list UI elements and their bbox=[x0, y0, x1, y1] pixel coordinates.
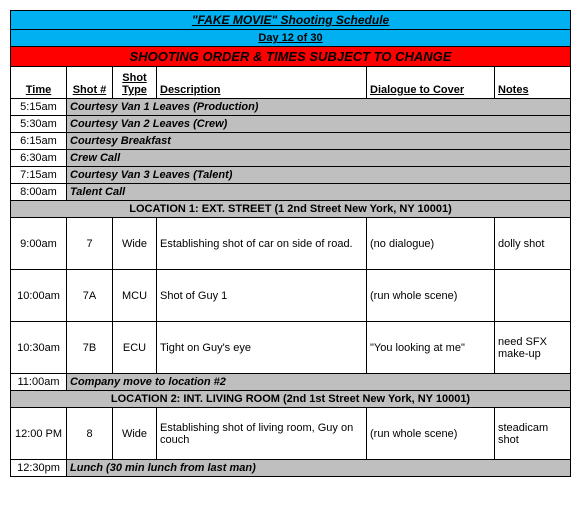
header-shot: Shot # bbox=[67, 67, 113, 99]
shot-dial: (run whole scene) bbox=[367, 408, 495, 460]
header-time: Time bbox=[11, 67, 67, 99]
shot-time: 12:00 PM bbox=[11, 408, 67, 460]
company-move-row: 11:00am Company move to location #2 bbox=[11, 374, 571, 391]
event-time: 8:00am bbox=[11, 184, 67, 201]
shot-notes: dolly shot bbox=[495, 218, 571, 270]
shot-desc: Establishing shot of living room, Guy on… bbox=[157, 408, 367, 460]
event-text: Courtesy Breakfast bbox=[67, 133, 571, 150]
event-row: 8:00am Talent Call bbox=[11, 184, 571, 201]
event-text: Talent Call bbox=[67, 184, 571, 201]
shot-row: 10:30am 7B ECU Tight on Guy's eye "You l… bbox=[11, 322, 571, 374]
header-dial: Dialogue to Cover bbox=[367, 67, 495, 99]
header-desc: Description bbox=[157, 67, 367, 99]
shot-type: Wide bbox=[113, 408, 157, 460]
shot-type: Wide bbox=[113, 218, 157, 270]
shot-time: 10:30am bbox=[11, 322, 67, 374]
event-row: 5:15am Courtesy Van 1 Leaves (Production… bbox=[11, 99, 571, 116]
shot-row: 10:00am 7A MCU Shot of Guy 1 (run whole … bbox=[11, 270, 571, 322]
event-time: 6:30am bbox=[11, 150, 67, 167]
location-2-header: LOCATION 2: INT. LIVING ROOM (2nd 1st St… bbox=[11, 391, 571, 408]
shot-desc: Tight on Guy's eye bbox=[157, 322, 367, 374]
shot-notes: need SFX make-up bbox=[495, 322, 571, 374]
event-row: 6:15am Courtesy Breakfast bbox=[11, 133, 571, 150]
shot-type: MCU bbox=[113, 270, 157, 322]
event-text: Courtesy Van 3 Leaves (Talent) bbox=[67, 167, 571, 184]
event-row: 6:30am Crew Call bbox=[11, 150, 571, 167]
lunch-time: 12:30pm bbox=[11, 460, 67, 477]
shot-time: 9:00am bbox=[11, 218, 67, 270]
event-time: 6:15am bbox=[11, 133, 67, 150]
shot-number: 7A bbox=[67, 270, 113, 322]
event-text: Courtesy Van 2 Leaves (Crew) bbox=[67, 116, 571, 133]
column-headers: Time Shot # Shot Type Description Dialog… bbox=[11, 67, 571, 99]
shot-row: 9:00am 7 Wide Establishing shot of car o… bbox=[11, 218, 571, 270]
shot-dial: "You looking at me" bbox=[367, 322, 495, 374]
event-row: 7:15am Courtesy Van 3 Leaves (Talent) bbox=[11, 167, 571, 184]
shot-notes bbox=[495, 270, 571, 322]
warning-label: SHOOTING ORDER & TIMES SUBJECT TO CHANGE bbox=[11, 47, 571, 67]
event-time: 7:15am bbox=[11, 167, 67, 184]
shot-desc: Establishing shot of car on side of road… bbox=[157, 218, 367, 270]
day-label: Day 12 of 30 bbox=[11, 30, 571, 47]
shot-dial: (no dialogue) bbox=[367, 218, 495, 270]
shooting-schedule-table: "FAKE MOVIE" Shooting Schedule Day 12 of… bbox=[10, 10, 571, 477]
shot-dial: (run whole scene) bbox=[367, 270, 495, 322]
shot-time: 10:00am bbox=[11, 270, 67, 322]
event-time: 5:15am bbox=[11, 99, 67, 116]
header-type: Shot Type bbox=[113, 67, 157, 99]
shot-notes: steadicam shot bbox=[495, 408, 571, 460]
move-text: Company move to location #2 bbox=[67, 374, 571, 391]
header-notes: Notes bbox=[495, 67, 571, 99]
lunch-row: 12:30pm Lunch (30 min lunch from last ma… bbox=[11, 460, 571, 477]
shot-number: 8 bbox=[67, 408, 113, 460]
event-row: 5:30am Courtesy Van 2 Leaves (Crew) bbox=[11, 116, 571, 133]
shot-desc: Shot of Guy 1 bbox=[157, 270, 367, 322]
shot-number: 7 bbox=[67, 218, 113, 270]
location-1-header: LOCATION 1: EXT. STREET (1 2nd Street Ne… bbox=[11, 201, 571, 218]
event-time: 5:30am bbox=[11, 116, 67, 133]
event-text: Courtesy Van 1 Leaves (Production) bbox=[67, 99, 571, 116]
shot-number: 7B bbox=[67, 322, 113, 374]
schedule-title: "FAKE MOVIE" Shooting Schedule bbox=[11, 11, 571, 30]
shot-row: 12:00 PM 8 Wide Establishing shot of liv… bbox=[11, 408, 571, 460]
event-text: Crew Call bbox=[67, 150, 571, 167]
move-time: 11:00am bbox=[11, 374, 67, 391]
lunch-text: Lunch (30 min lunch from last man) bbox=[67, 460, 571, 477]
shot-type: ECU bbox=[113, 322, 157, 374]
